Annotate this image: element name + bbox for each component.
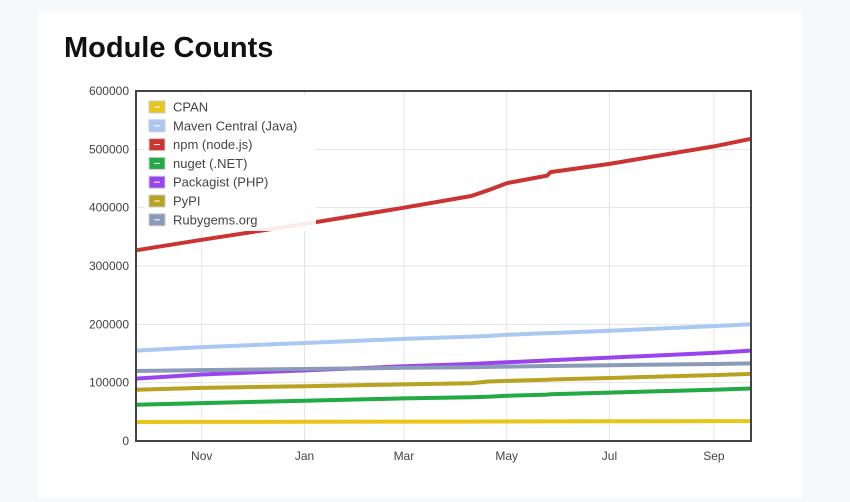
y-tick-label: 500000	[89, 142, 129, 156]
x-tick-label: Mar	[394, 449, 415, 463]
legend-item: Packagist (PHP)	[148, 175, 268, 190]
legend-background	[144, 95, 316, 231]
legend-item: Rubygems.org	[148, 212, 258, 227]
series-line-rubygems-org	[135, 361, 752, 373]
y-tick-label: 100000	[89, 376, 129, 390]
legend-item: npm (node.js)	[148, 137, 252, 152]
x-tick-label: Sep	[703, 449, 725, 463]
y-tick-label: 600000	[89, 84, 129, 98]
plot-border	[135, 90, 752, 442]
legend-item: nuget (.NET)	[148, 156, 247, 171]
y-tick-label: 400000	[89, 201, 129, 215]
legend-label: nuget (.NET)	[173, 156, 247, 171]
legend-label: PyPI	[173, 194, 200, 209]
chart-title: Module Counts	[64, 32, 274, 64]
series-line-maven-central-java-	[135, 322, 752, 353]
x-tick-label: May	[495, 449, 518, 463]
y-tick-label: 300000	[89, 259, 129, 273]
x-tick-label: Nov	[191, 449, 212, 463]
y-tick-label: 0	[122, 434, 129, 448]
legend-item: CPAN	[148, 100, 208, 115]
legend-item: Maven Central (Java)	[148, 118, 297, 133]
legend-label: Maven Central (Java)	[173, 118, 297, 133]
legend-label: npm (node.js)	[173, 137, 252, 152]
x-tick-label: Jul	[602, 449, 617, 463]
legend-item: PyPI	[148, 194, 200, 209]
series-line-cpan	[135, 419, 751, 424]
series-line-nuget-net-	[135, 386, 752, 407]
legend-label: Rubygems.org	[173, 212, 258, 227]
x-tick-label: Jan	[295, 449, 314, 463]
series-line-pypi	[135, 371, 752, 392]
legend: CPAN Maven Central (Java) npm (node.js) nug…	[144, 95, 316, 231]
legend-label: Packagist (PHP)	[173, 175, 268, 190]
y-tick-label: 200000	[89, 317, 129, 331]
legend-label: CPAN	[173, 100, 208, 115]
